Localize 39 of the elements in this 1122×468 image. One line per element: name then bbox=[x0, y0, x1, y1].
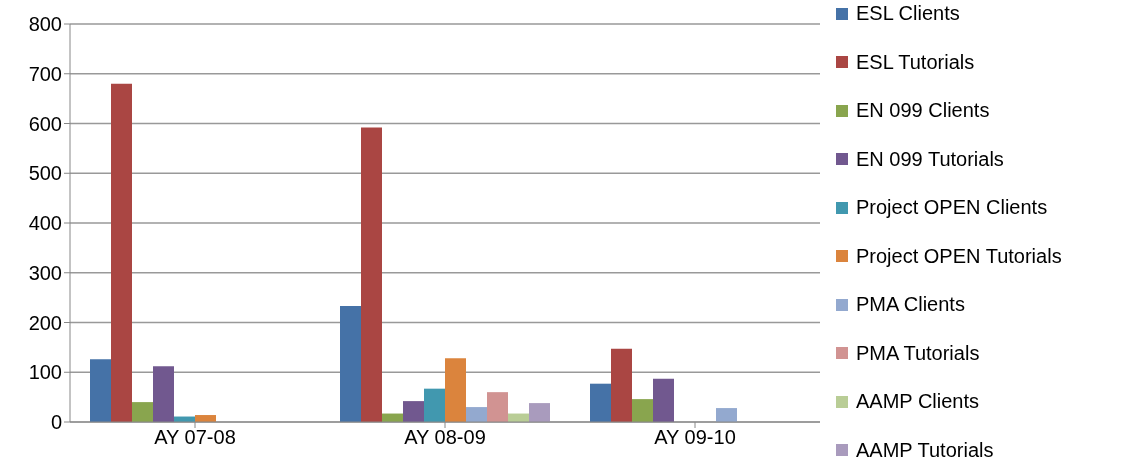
y-tick-label: 300 bbox=[28, 261, 62, 284]
legend-label: ESL Clients bbox=[856, 2, 960, 25]
y-tick-label: 200 bbox=[28, 311, 62, 334]
x-tick-label: AY 08-09 bbox=[404, 426, 486, 449]
x-tick-label: AY 07-08 bbox=[154, 426, 236, 449]
y-tick-label: 800 bbox=[28, 13, 62, 36]
bar bbox=[132, 402, 153, 422]
legend-label: EN 099 Tutorials bbox=[856, 147, 1004, 171]
x-tick-label: AY 09-10 bbox=[654, 426, 736, 449]
legend-label: Project OPEN Tutorials bbox=[856, 244, 1062, 268]
bar bbox=[632, 399, 653, 422]
y-tick-label: 100 bbox=[28, 361, 62, 384]
legend-label: AAMP Tutorials bbox=[856, 438, 994, 462]
legend-label: PMA Tutorials bbox=[856, 341, 980, 365]
legend-label: AAMP Clients bbox=[856, 390, 980, 414]
y-tick-label: 0 bbox=[50, 411, 62, 434]
legend-label: PMA Clients bbox=[856, 293, 965, 317]
bar bbox=[424, 388, 445, 422]
y-tick-label: 500 bbox=[28, 162, 62, 185]
bar bbox=[111, 83, 132, 422]
bar bbox=[590, 383, 611, 422]
bar bbox=[90, 359, 111, 422]
bar bbox=[445, 358, 466, 422]
bar bbox=[153, 366, 174, 422]
bar bbox=[466, 407, 487, 422]
bar bbox=[361, 127, 382, 422]
bar bbox=[611, 348, 632, 422]
bar bbox=[716, 408, 737, 422]
bar bbox=[340, 306, 361, 422]
bar bbox=[529, 403, 550, 422]
bar bbox=[487, 392, 508, 422]
legend-label: ESL Tutorials bbox=[856, 50, 975, 74]
y-tick-label: 700 bbox=[28, 62, 62, 85]
y-tick-label: 600 bbox=[28, 112, 62, 135]
legend-label: Project OPEN Clients bbox=[856, 196, 1048, 220]
legend-label: EN 099 Clients bbox=[856, 99, 990, 123]
bar bbox=[653, 378, 674, 422]
bar bbox=[403, 401, 424, 422]
y-tick-label: 400 bbox=[28, 212, 62, 235]
